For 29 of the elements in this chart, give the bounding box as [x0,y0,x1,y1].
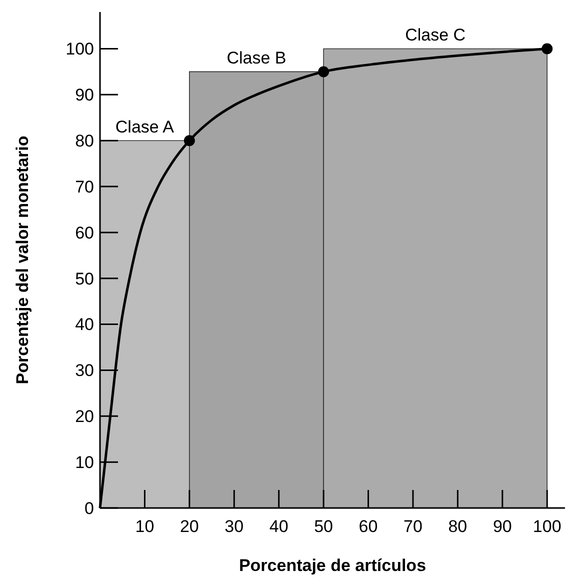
x-tick-label: 50 [314,517,334,536]
y-tick-label: 30 [75,361,94,380]
annotation: Clase B [226,48,286,68]
y-tick-label: 10 [75,453,94,472]
x-tick-label: 80 [448,517,468,536]
y-tick-label: 60 [75,223,94,242]
y-tick-label: 40 [75,315,94,334]
y-tick-label: 80 [75,132,94,151]
annotation: Clase A [115,118,175,137]
y-tick-label: 90 [75,86,94,105]
annotation: Clase C [405,26,466,45]
x-tick-label: 60 [358,517,378,536]
x-tick-label: 30 [224,517,244,536]
x-tick-label: 70 [404,517,422,536]
x-tick-label: 20 [180,517,199,536]
y-tick-label: 50 [75,269,94,288]
point [184,135,195,146]
point [318,66,330,78]
point [542,43,553,54]
y-axis-title: Porcentaje del valor monetario [13,136,32,384]
y-tick-label: 100 [66,40,94,59]
x-tick-label: 40 [269,517,288,536]
y-tick-label: 70 [75,177,94,196]
y-tick-label: 0 [84,498,94,518]
x-tick-label: 10 [135,517,154,536]
x-tick-label: 100 [532,517,562,536]
x-axis-title: Porcentaje de artículos [238,556,426,575]
x-tick-label: 90 [492,517,512,536]
y-tick-label: 20 [75,407,94,426]
